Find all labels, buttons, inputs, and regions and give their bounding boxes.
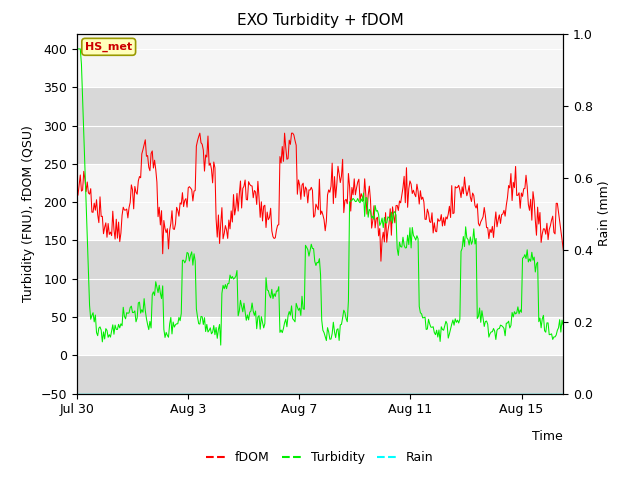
Bar bbox=[77, 240, 563, 317]
Y-axis label: Turbidity (FNU), fDOM (QSU): Turbidity (FNU), fDOM (QSU) bbox=[22, 125, 35, 302]
Bar bbox=[77, 317, 563, 355]
Bar bbox=[77, 87, 563, 164]
Y-axis label: Rain (mm): Rain (mm) bbox=[598, 181, 611, 246]
Title: EXO Turbidity + fDOM: EXO Turbidity + fDOM bbox=[237, 13, 403, 28]
Bar bbox=[77, 355, 563, 394]
Legend: fDOM, Turbidity, Rain: fDOM, Turbidity, Rain bbox=[201, 446, 439, 469]
Bar bbox=[77, 34, 563, 87]
Text: HS_met: HS_met bbox=[85, 42, 132, 52]
Bar bbox=[77, 164, 563, 240]
Text: Time: Time bbox=[532, 430, 563, 443]
